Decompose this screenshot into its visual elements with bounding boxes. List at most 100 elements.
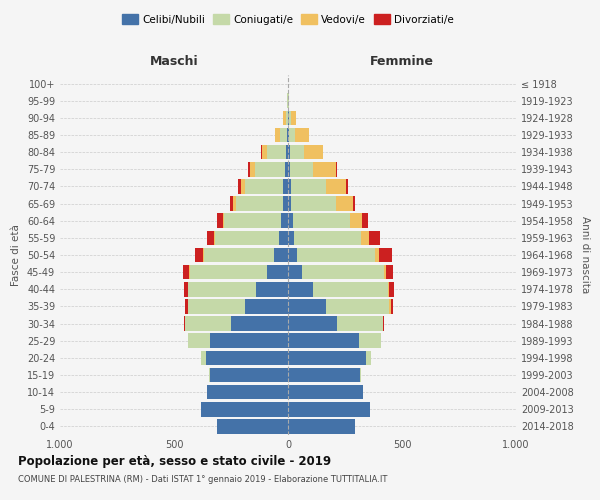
Bar bbox=[294, 230, 361, 245]
Bar bbox=[289, 110, 290, 125]
Bar bbox=[288, 230, 294, 245]
Bar bbox=[283, 179, 288, 194]
Bar bbox=[214, 230, 215, 245]
Bar bbox=[245, 299, 288, 314]
Bar bbox=[288, 316, 337, 331]
Bar bbox=[224, 214, 281, 228]
Text: Femmine: Femmine bbox=[370, 55, 434, 68]
Bar bbox=[336, 196, 353, 211]
Bar bbox=[268, 145, 286, 160]
Bar bbox=[209, 368, 211, 382]
Bar bbox=[288, 196, 292, 211]
Bar bbox=[286, 145, 288, 160]
Bar bbox=[207, 385, 288, 400]
Bar bbox=[362, 214, 368, 228]
Bar bbox=[284, 162, 288, 176]
Bar bbox=[283, 196, 288, 211]
Bar bbox=[188, 299, 245, 314]
Bar bbox=[304, 145, 323, 160]
Bar bbox=[215, 230, 279, 245]
Bar bbox=[336, 162, 337, 176]
Bar bbox=[233, 196, 236, 211]
Bar bbox=[211, 368, 288, 382]
Bar bbox=[188, 282, 256, 296]
Bar bbox=[313, 162, 336, 176]
Bar bbox=[383, 316, 384, 331]
Bar bbox=[185, 316, 231, 331]
Bar bbox=[288, 334, 359, 348]
Bar bbox=[346, 179, 349, 194]
Bar bbox=[231, 316, 288, 331]
Bar bbox=[207, 230, 214, 245]
Bar bbox=[288, 385, 363, 400]
Bar bbox=[374, 248, 379, 262]
Bar bbox=[281, 214, 288, 228]
Bar bbox=[274, 248, 288, 262]
Bar bbox=[313, 282, 388, 296]
Bar bbox=[262, 145, 268, 160]
Text: COMUNE DI PALESTRINA (RM) - Dati ISTAT 1° gennaio 2019 - Elaborazione TUTTITALIA: COMUNE DI PALESTRINA (RM) - Dati ISTAT 1… bbox=[18, 475, 388, 484]
Bar bbox=[365, 350, 371, 365]
Bar bbox=[230, 196, 233, 211]
Bar bbox=[326, 179, 346, 194]
Bar bbox=[288, 419, 355, 434]
Bar bbox=[302, 265, 384, 280]
Bar bbox=[359, 334, 382, 348]
Bar bbox=[217, 214, 223, 228]
Bar bbox=[189, 265, 190, 280]
Bar bbox=[386, 265, 393, 280]
Bar bbox=[288, 128, 289, 142]
Bar bbox=[369, 230, 380, 245]
Bar bbox=[245, 179, 283, 194]
Bar bbox=[288, 368, 360, 382]
Bar bbox=[190, 265, 268, 280]
Bar bbox=[289, 128, 295, 142]
Bar bbox=[288, 402, 370, 416]
Bar bbox=[211, 334, 288, 348]
Bar bbox=[379, 248, 392, 262]
Bar bbox=[389, 282, 394, 296]
Bar bbox=[384, 265, 386, 280]
Bar bbox=[295, 128, 308, 142]
Bar bbox=[238, 179, 241, 194]
Bar bbox=[202, 350, 206, 365]
Bar bbox=[184, 316, 185, 331]
Bar bbox=[388, 282, 389, 296]
Legend: Celibi/Nubili, Coniugati/e, Vedovi/e, Divorziati/e: Celibi/Nubili, Coniugati/e, Vedovi/e, Di… bbox=[118, 10, 458, 29]
Bar bbox=[360, 368, 361, 382]
Bar bbox=[288, 145, 290, 160]
Bar bbox=[217, 419, 288, 434]
Bar bbox=[202, 402, 288, 416]
Bar bbox=[279, 230, 288, 245]
Bar bbox=[184, 282, 188, 296]
Bar bbox=[288, 265, 302, 280]
Bar bbox=[250, 162, 255, 176]
Bar bbox=[290, 145, 304, 160]
Bar bbox=[288, 162, 290, 176]
Bar bbox=[188, 334, 211, 348]
Bar bbox=[326, 299, 389, 314]
Bar bbox=[297, 248, 374, 262]
Bar bbox=[290, 162, 313, 176]
Y-axis label: Anni di nascita: Anni di nascita bbox=[580, 216, 590, 294]
Bar bbox=[391, 299, 393, 314]
Bar bbox=[288, 110, 289, 125]
Bar bbox=[337, 316, 383, 331]
Bar bbox=[292, 196, 336, 211]
Bar bbox=[361, 230, 369, 245]
Bar bbox=[288, 299, 326, 314]
Bar bbox=[255, 162, 284, 176]
Bar bbox=[206, 350, 288, 365]
Bar bbox=[248, 162, 250, 176]
Bar bbox=[203, 248, 274, 262]
Bar bbox=[290, 110, 296, 125]
Bar bbox=[256, 282, 288, 296]
Bar bbox=[268, 265, 288, 280]
Bar bbox=[194, 248, 203, 262]
Bar bbox=[288, 179, 292, 194]
Bar bbox=[185, 299, 188, 314]
Bar bbox=[241, 179, 245, 194]
Bar bbox=[275, 128, 280, 142]
Bar bbox=[288, 248, 297, 262]
Text: Popolazione per età, sesso e stato civile - 2019: Popolazione per età, sesso e stato civil… bbox=[18, 455, 331, 468]
